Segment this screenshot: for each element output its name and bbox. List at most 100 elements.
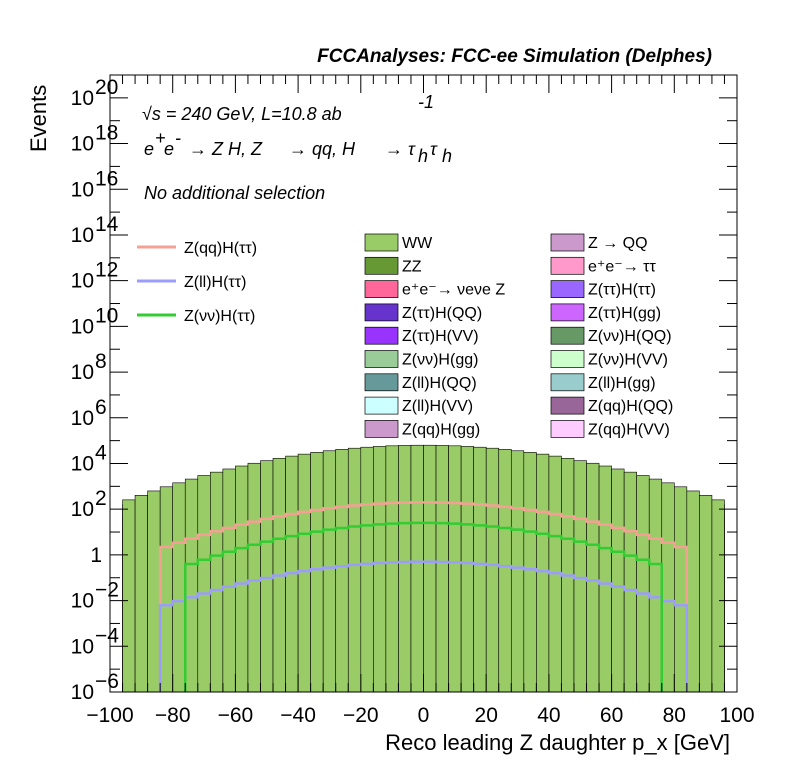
bar [662,483,675,692]
bar [248,463,261,692]
process-h1: h [418,146,428,166]
legend-signal-label: Z(qq)H(ττ) [184,240,257,257]
bar [587,463,600,692]
bar [373,446,386,692]
histogram-chart: −100 −80 −60 −40 −20 0 20 40 60 80 100 10 −610 −410−… [0,0,796,772]
legend-signal-label: Z(ll)H(ττ) [184,274,246,291]
legend-swatch [551,351,584,368]
legend-label: Z(νν)H(VV) [588,352,668,369]
legend-swatch [365,327,398,344]
legend-label: e⁺e⁻→ νeνe Z [402,282,505,299]
bar [348,448,361,692]
x-tick-label: −80 [155,704,191,727]
bar [398,445,411,692]
y-tick-exponent: 8 [95,350,107,373]
legend-label: Z(qq)H(gg) [402,421,480,438]
bar [235,466,248,692]
bar [185,479,198,692]
process-tau1: → τ [385,139,416,159]
x-axis-label: Reco leading Z daughter p_x [GeV] [385,730,730,755]
process-e2: e [164,139,174,159]
y-tick-label: 10 [71,87,94,110]
legend-label: Z(ττ)H(QQ) [402,305,482,322]
lumi-exponent: -1 [418,92,434,112]
legend-swatch [365,351,398,368]
legend-swatch [365,374,398,391]
legend-swatch [365,420,398,437]
chart-title: FCCAnalyses: FCC-ee Simulation (Delphes) [317,46,712,67]
bar [474,447,487,692]
x-tick-label: −60 [218,704,254,727]
legend-swatch [551,234,584,251]
bar [449,446,462,692]
bar [436,445,449,692]
y-tick-exponent: 6 [95,396,107,419]
bar [536,454,549,692]
legend-swatch [551,281,584,298]
x-tick-label: 20 [475,704,498,727]
legend-swatch [551,397,584,414]
bar [223,469,236,692]
bar [123,500,136,692]
legend-swatch [551,374,584,391]
y-tick-label: 10 [71,224,94,247]
bar [511,451,524,692]
bar [524,452,537,692]
bar [712,500,725,692]
bar [298,454,311,692]
bar [674,487,687,692]
legend-label: Z(νν)H(gg) [402,352,478,369]
legend-signal-label: Z(νν)H(ττ) [184,308,255,325]
y-tick-exponent: −6 [95,670,119,693]
legend-label: ZZ [402,258,422,275]
x-tick-label: −20 [343,704,379,727]
y-tick-exponent: 14 [95,213,119,236]
legend-swatch [551,304,584,321]
bar [486,448,499,692]
series-WW [123,445,725,692]
legend-swatch [551,257,584,274]
bar [649,479,662,692]
bar [135,495,148,692]
x-tick-label: 0 [418,704,430,727]
bar [386,446,399,692]
bar [461,446,474,692]
y-tick-label: 10 [71,270,94,293]
legend-swatch [551,327,584,344]
y-tick-label: 10 [71,315,94,338]
y-tick-exponent: 18 [95,122,118,145]
bar [612,469,625,692]
legend-label: Z(νν)H(QQ) [588,328,672,345]
x-tick-label: −100 [86,704,133,727]
y-tick-label: 10 [71,681,94,704]
legend-label: Z → QQ [588,235,648,252]
bar [260,461,273,692]
x-tick-label: −40 [280,704,316,727]
legend-swatch [551,420,584,437]
legend-swatch [365,304,398,321]
bar [499,449,512,692]
legend-swatch [365,234,398,251]
bar [361,447,374,692]
y-tick-exponent: 2 [95,487,107,510]
legend-label: e⁺e⁻→ ττ [588,258,656,275]
legend-swatch [365,257,398,274]
bar [198,476,211,692]
bar [210,472,223,692]
process-minus: - [175,128,181,148]
process-qq: → qq, H [289,139,356,159]
y-tick-label: 10 [71,407,94,430]
legend-label: Z(qq)H(VV) [588,421,670,438]
bar [424,445,437,692]
bar [687,491,700,692]
legend-label: Z(qq)H(QQ) [588,398,673,415]
bar [599,466,612,692]
stacked-bars [123,445,725,692]
y-tick-label: 10 [71,635,94,658]
y-tick-exponent: 20 [95,76,118,99]
legend-label: Z(ττ)H(gg) [588,305,661,322]
y-tick-exponent: −4 [95,624,119,647]
legend-swatch [365,397,398,414]
bar [148,491,161,692]
legend-label: Z(ττ)H(ττ) [588,282,656,299]
